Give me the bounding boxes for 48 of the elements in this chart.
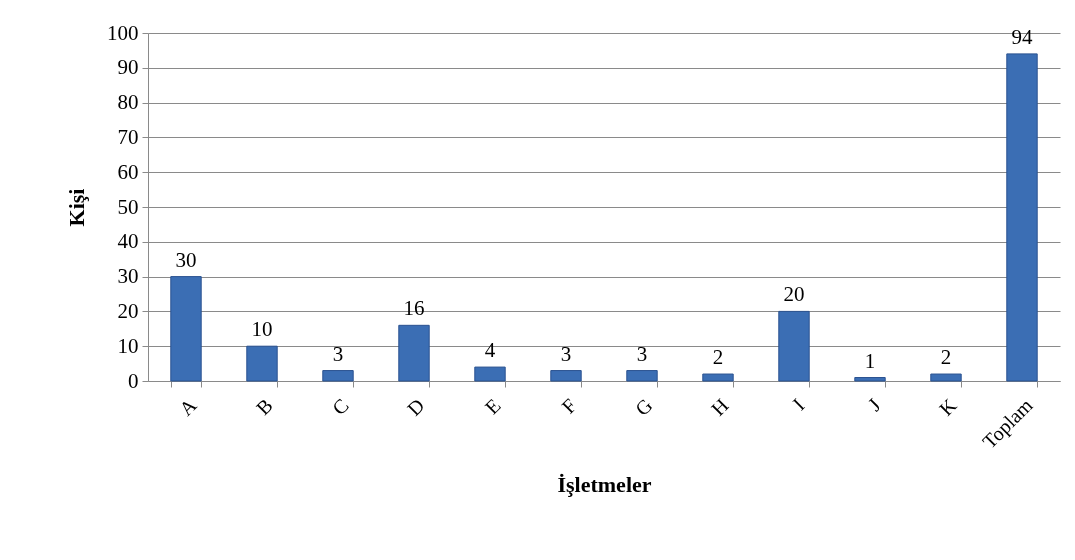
data-label: 16 <box>403 296 425 321</box>
x-tick-label: A <box>174 393 202 420</box>
y-tick-label: 100 <box>107 20 139 45</box>
bar <box>778 310 810 382</box>
data-label: 30 <box>175 247 197 272</box>
x-tick-label: H <box>706 394 733 420</box>
x-tick-label: G <box>630 394 657 420</box>
y-tick-label: 60 <box>117 159 139 184</box>
x-tick-label: C <box>327 394 353 420</box>
x-tick-label: B <box>251 394 277 420</box>
y-axis-title: Kişi <box>64 188 89 227</box>
bar <box>170 276 202 382</box>
y-tick-label: 10 <box>117 333 139 358</box>
bar <box>626 370 658 382</box>
bar <box>550 370 582 382</box>
y-tick-label: 40 <box>117 229 139 254</box>
x-axis-title: İşletmeler <box>557 471 652 497</box>
y-tick-label: 80 <box>117 90 139 115</box>
data-label: 94 <box>1011 24 1033 49</box>
bar <box>702 373 734 382</box>
bar <box>398 324 430 382</box>
data-label: 2 <box>712 345 724 370</box>
x-tick-label: E <box>480 394 505 419</box>
bar <box>246 345 278 382</box>
y-tick-label: 20 <box>117 298 139 323</box>
x-tick-label: F <box>557 394 581 418</box>
data-label: 20 <box>783 282 805 307</box>
bar <box>474 366 506 382</box>
bar <box>854 377 886 382</box>
y-tick-label: 70 <box>117 124 139 149</box>
bar <box>322 370 354 382</box>
y-tick-label: 30 <box>117 264 139 289</box>
x-tick-label: J <box>863 393 885 416</box>
data-label: 4 <box>484 338 496 363</box>
data-label: 1 <box>864 348 876 373</box>
bar <box>930 373 962 382</box>
x-tick-label: K <box>934 393 962 420</box>
y-tick-label: 50 <box>117 194 139 219</box>
x-tick-label: I <box>788 394 809 415</box>
y-tick-label: 90 <box>117 55 139 80</box>
x-tick-label: D <box>402 394 429 420</box>
data-label: 2 <box>940 345 952 370</box>
data-label: 3 <box>332 341 344 366</box>
data-label: 3 <box>636 341 648 366</box>
bar <box>1006 53 1038 382</box>
data-label: 3 <box>560 341 572 366</box>
y-tick-label: 0 <box>128 368 139 393</box>
data-label: 10 <box>251 317 273 342</box>
